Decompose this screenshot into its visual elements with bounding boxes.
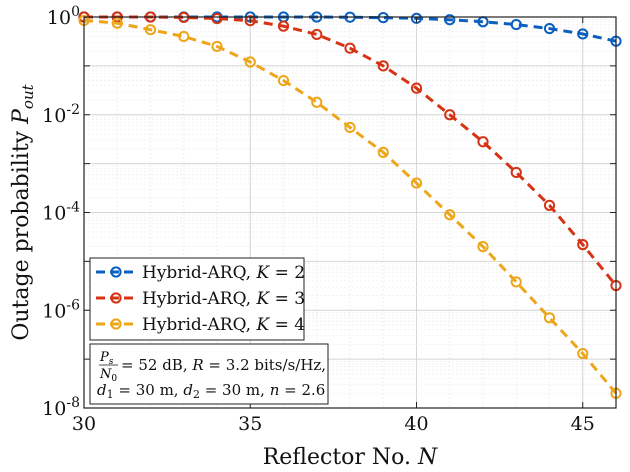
data-point	[444, 109, 456, 121]
series-2	[78, 11, 622, 292]
series-line	[84, 15, 618, 287]
x-tick-label: 30	[72, 413, 96, 435]
data-point	[178, 30, 190, 43]
x-tick-label: 40	[404, 413, 428, 435]
series-line	[83, 18, 618, 395]
series-line	[84, 15, 617, 43]
annotation-fraction-denominator: N0	[99, 367, 117, 384]
data-point	[144, 24, 157, 36]
y-tick-label: 10-2	[42, 102, 80, 127]
data-point	[510, 276, 522, 288]
legend-marker	[110, 318, 122, 330]
y-tick-label: 10-4	[42, 200, 80, 225]
x-tick-label: 35	[238, 413, 262, 435]
data-point	[444, 14, 456, 26]
data-point	[211, 12, 223, 25]
data-point	[410, 82, 423, 94]
legend-label: Hybrid-ARQ, K = 2	[142, 263, 305, 283]
data-point	[377, 146, 389, 158]
series-3	[78, 14, 622, 399]
data-point	[244, 15, 256, 27]
data-point	[377, 12, 389, 24]
x-axis-label: Reflector No. N	[263, 445, 438, 470]
data-point	[344, 121, 356, 134]
y-tick-label: 10-8	[42, 395, 80, 420]
data-point	[577, 347, 589, 360]
data-point	[211, 40, 223, 53]
data-point	[410, 177, 423, 189]
legend-marker	[110, 292, 122, 304]
annotation-line-1: = 52 dB, R = 3.2 bits/s/Hz,	[121, 356, 326, 374]
grid	[83, 17, 617, 409]
data-point	[543, 199, 556, 211]
y-tick-label: 100	[47, 4, 80, 29]
data-point	[311, 28, 323, 41]
data-point	[311, 96, 323, 108]
data-point	[543, 312, 556, 324]
data-point	[444, 209, 456, 221]
data-point	[277, 74, 290, 87]
annotation-line-2: d1 = 30 m, d2 = 30 m, n = 2.6	[97, 381, 325, 401]
data-point	[510, 166, 522, 179]
legend-label: Hybrid-ARQ, K = 3	[142, 289, 305, 309]
data-point	[577, 28, 589, 40]
x-tick-label: 45	[571, 413, 595, 435]
y-axis-label: Outage probability Pout	[9, 83, 37, 340]
data-point	[277, 20, 290, 32]
data-point	[477, 136, 489, 148]
annotation-fraction-numerator: Ps	[99, 350, 114, 367]
data-point	[543, 22, 556, 35]
data-point	[111, 17, 123, 29]
tick-labels: 30 35 40 45 100 10-2 10-4 10-6 10-8	[42, 4, 616, 435]
annotation-box	[89, 343, 329, 405]
data-point	[244, 56, 256, 68]
y-tick-label: 10-6	[42, 297, 80, 322]
legend-marker	[110, 266, 122, 278]
data-point	[477, 241, 489, 253]
legend-label: Hybrid-ARQ, K = 4	[142, 315, 305, 335]
data-point	[344, 42, 356, 54]
data-point	[510, 18, 522, 31]
parameter-annotation: Ps N0 = 52 dB, R = 3.2 bits/s/Hz, d1 = 3…	[89, 343, 329, 405]
data-point	[377, 60, 389, 72]
legend: Hybrid-ARQ, K = 2 Hybrid-ARQ, K = 3 Hybrid…	[89, 257, 305, 341]
data-point	[577, 239, 589, 251]
